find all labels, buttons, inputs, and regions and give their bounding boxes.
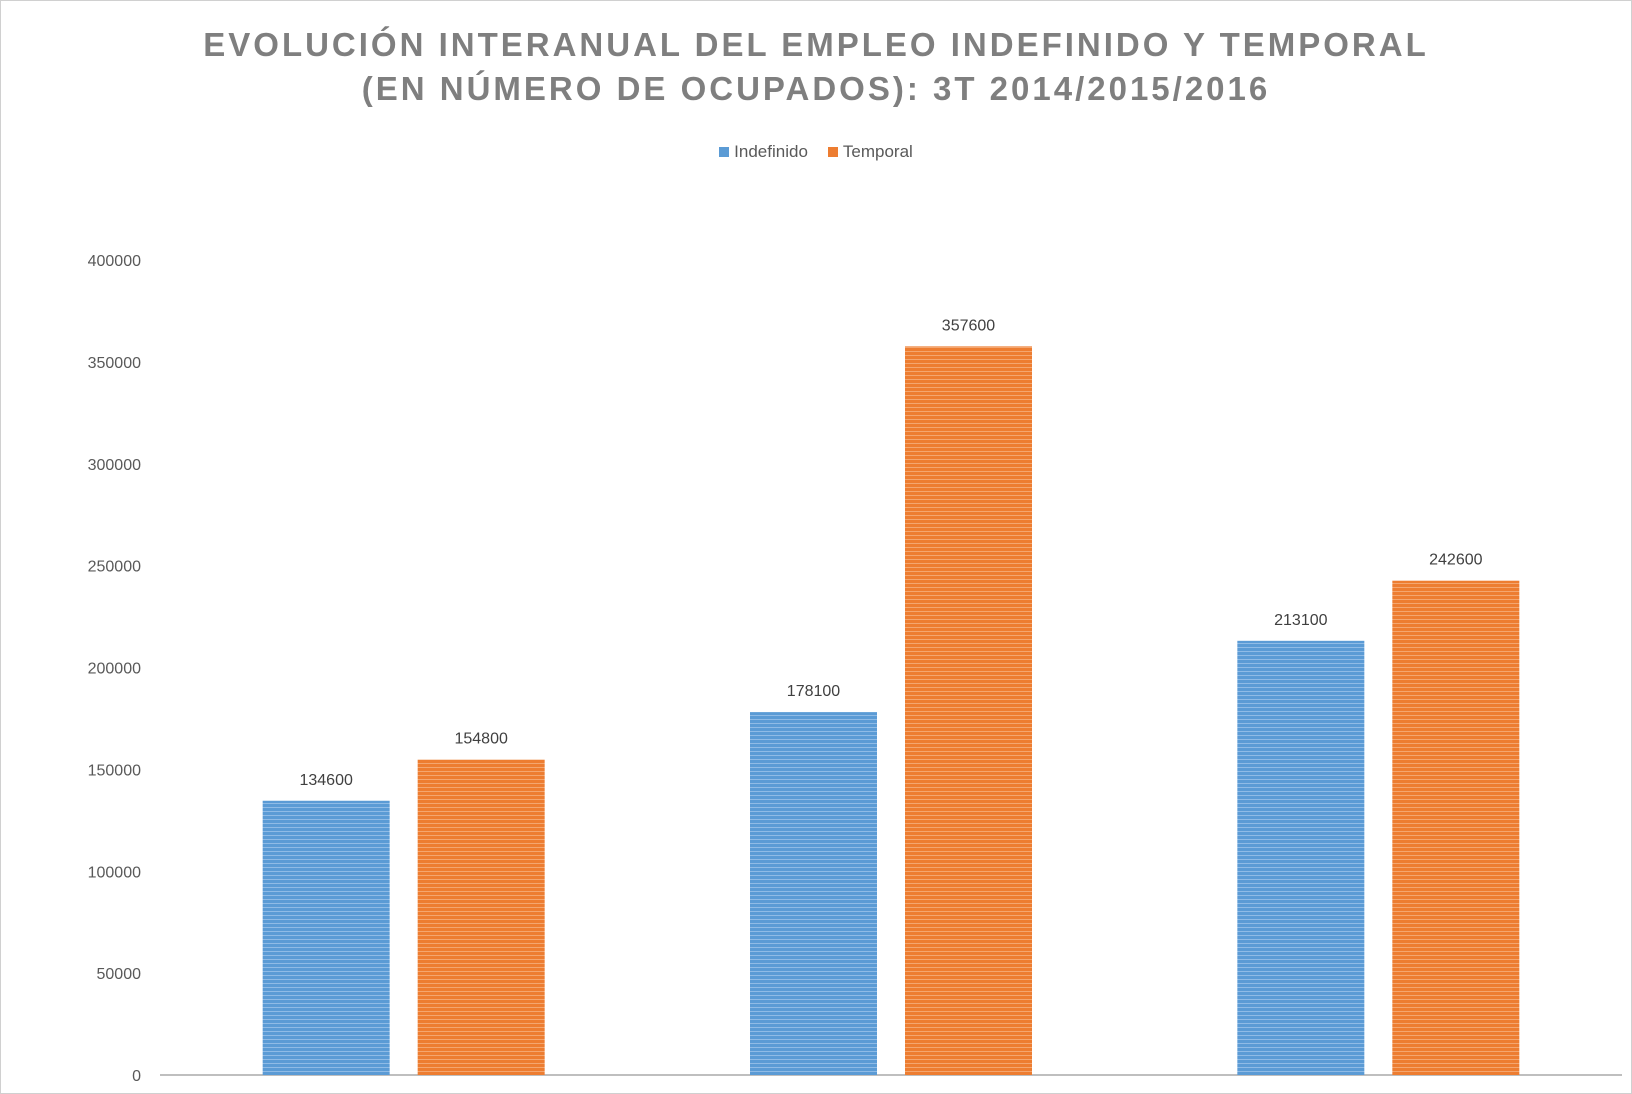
y-tick-label: 400000 — [88, 253, 141, 270]
bar-temporal-3 — [1392, 580, 1520, 1075]
data-label-indefinido-1: 134600 — [299, 772, 352, 789]
y-tick-label: 50000 — [97, 966, 142, 983]
legend-swatch-temporal — [827, 147, 838, 157]
legend-item-indefinido: Indefinido — [719, 142, 808, 162]
data-label-indefinido-2: 178100 — [787, 683, 840, 700]
bar-temporal-1 — [417, 759, 545, 1075]
data-label-temporal-2: 357600 — [942, 317, 995, 334]
data-label-temporal-1: 154800 — [454, 731, 507, 748]
y-tick-label: 350000 — [88, 355, 141, 372]
chart-title-line-2: (EN NÚMERO DE OCUPADOS): 3T 2014/2015/20… — [361, 70, 1271, 107]
bar-indefinido-1 — [262, 800, 390, 1075]
data-label-temporal-3: 242600 — [1429, 552, 1482, 569]
y-tick-label: 250000 — [88, 559, 141, 576]
chart-title-line-1: EVOLUCIÓN INTERANUAL DEL EMPLEO INDEFINI… — [203, 26, 1429, 63]
legend-swatch-indefinido — [719, 147, 730, 157]
y-tick-label: 200000 — [88, 661, 141, 678]
legend-label-indefinido: Indefinido — [734, 142, 808, 161]
chart-legend: Indefinido Temporal — [0, 142, 1632, 162]
y-tick-label: 0 — [132, 1068, 141, 1085]
legend-item-temporal: Temporal — [827, 142, 913, 162]
bar-indefinido-2 — [750, 712, 877, 1075]
legend-label-temporal: Temporal — [842, 142, 913, 161]
y-tick-label: 300000 — [88, 457, 141, 474]
bar-indefinido-3 — [1237, 640, 1365, 1075]
y-tick-label: 150000 — [88, 762, 141, 779]
y-tick-label: 100000 — [88, 864, 141, 881]
data-label-indefinido-3: 213100 — [1274, 612, 1327, 629]
bar-temporal-2 — [905, 346, 1032, 1075]
